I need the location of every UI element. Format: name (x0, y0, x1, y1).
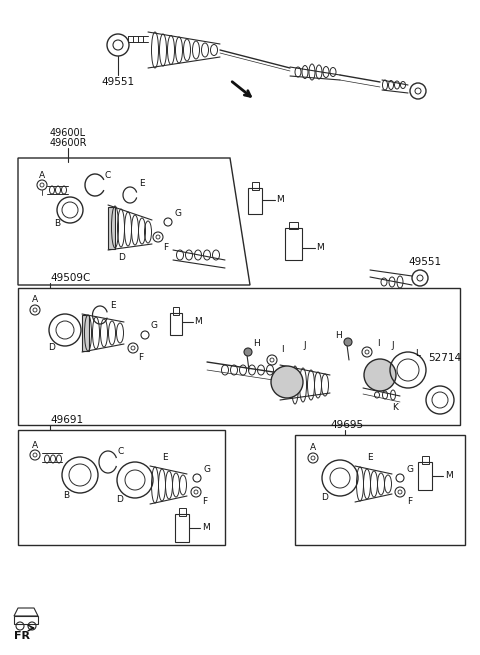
Text: FR: FR (14, 631, 30, 641)
Text: 49695: 49695 (330, 420, 363, 430)
Polygon shape (108, 207, 115, 249)
Text: 49551: 49551 (101, 77, 134, 87)
Text: H: H (253, 339, 260, 348)
Text: 49691: 49691 (50, 415, 83, 425)
Text: L: L (416, 348, 420, 358)
Bar (289, 222, 298, 229)
Text: A: A (32, 295, 38, 305)
Bar (285, 228, 302, 260)
Text: E: E (162, 453, 168, 462)
Text: J: J (304, 341, 306, 350)
Bar (179, 508, 186, 516)
Circle shape (344, 338, 352, 346)
Bar (175, 514, 189, 542)
Text: D: D (48, 343, 55, 352)
Text: M: M (202, 523, 210, 533)
Text: K: K (392, 403, 398, 413)
Bar (173, 307, 179, 315)
Text: F: F (408, 498, 413, 506)
Text: J: J (392, 341, 394, 350)
Text: 49509C: 49509C (50, 273, 90, 283)
Text: A: A (310, 443, 316, 453)
Text: G: G (175, 210, 181, 219)
Text: I: I (377, 339, 379, 348)
Text: B: B (63, 491, 69, 500)
Text: A: A (39, 170, 45, 179)
Text: 52714: 52714 (428, 353, 461, 363)
Text: F: F (138, 354, 144, 362)
Text: M: M (316, 244, 324, 252)
Bar (248, 188, 262, 214)
Text: E: E (139, 179, 145, 189)
Text: I: I (281, 345, 283, 354)
Bar (422, 456, 429, 464)
Text: M: M (445, 472, 453, 481)
Text: F: F (203, 498, 207, 506)
Circle shape (364, 359, 396, 391)
Text: G: G (407, 466, 413, 474)
Text: M: M (276, 195, 284, 204)
Text: E: E (110, 301, 116, 310)
Text: 49600R: 49600R (50, 138, 87, 148)
Text: G: G (204, 466, 211, 474)
Text: D: D (322, 493, 328, 502)
Text: B: B (54, 219, 60, 229)
Text: 49600L: 49600L (50, 128, 86, 138)
Circle shape (244, 348, 252, 356)
Text: H: H (335, 331, 341, 339)
Bar (252, 182, 259, 190)
Text: M: M (194, 318, 202, 326)
Text: D: D (119, 253, 125, 263)
Text: E: E (367, 453, 373, 462)
Text: C: C (118, 447, 124, 457)
Polygon shape (82, 315, 89, 351)
Bar (170, 313, 182, 335)
Text: C: C (105, 170, 111, 179)
Bar (418, 462, 432, 490)
Text: F: F (163, 244, 168, 252)
Text: G: G (151, 322, 157, 331)
Text: A: A (32, 441, 38, 449)
Circle shape (271, 366, 303, 398)
Text: D: D (117, 495, 123, 504)
Text: 49551: 49551 (408, 257, 442, 267)
